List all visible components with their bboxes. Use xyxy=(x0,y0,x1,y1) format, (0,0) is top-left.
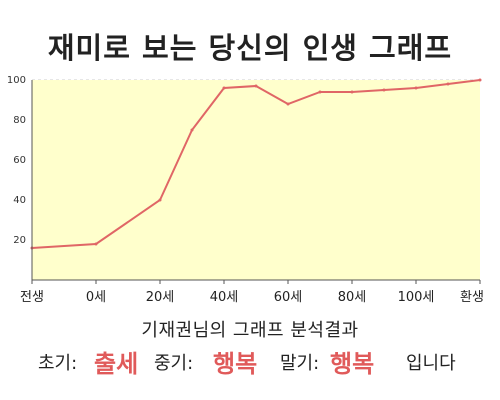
result-line: 초기: 출세 중기: 행복 말기: 행복 입니다 xyxy=(0,347,500,381)
x-tick-label: 40세 xyxy=(210,290,239,305)
late-label: 말기: xyxy=(280,353,320,374)
x-tick-label: 60세 xyxy=(274,290,303,305)
y-tick-label: 20 xyxy=(13,235,26,246)
data-point xyxy=(190,128,194,132)
x-tick-label: 환생 xyxy=(460,290,484,305)
result-ending: 입니다 xyxy=(406,353,456,374)
late-value: 행복 xyxy=(330,350,375,378)
data-point xyxy=(414,86,418,90)
data-point xyxy=(94,242,98,246)
x-tick-label: 0세 xyxy=(86,290,106,305)
area-fill xyxy=(32,80,480,280)
data-point xyxy=(350,90,354,94)
x-tick-labels: 전생 0세 20세 40세 60세 80세 100세 환생 xyxy=(20,290,484,305)
area-layer xyxy=(30,78,482,280)
data-point xyxy=(446,82,450,86)
early-label: 초기: xyxy=(38,353,78,374)
data-point xyxy=(478,78,482,82)
data-point xyxy=(254,84,258,88)
early-value: 출세 xyxy=(94,350,139,378)
mid-value: 행복 xyxy=(213,350,258,378)
data-point xyxy=(382,88,386,92)
data-point xyxy=(286,102,290,106)
y-tick-labels: 20 40 60 80 100 xyxy=(7,75,26,246)
data-point xyxy=(222,86,226,90)
axes xyxy=(31,80,481,284)
y-tick-label: 40 xyxy=(13,195,26,206)
analysis-subtitle: 기재권님의 그래프 분석결과 xyxy=(141,320,359,341)
data-point xyxy=(158,198,162,202)
page-title: 재미로 보는 당신의 인생 그래프 xyxy=(47,31,453,65)
x-tick-label: 전생 xyxy=(20,290,44,305)
x-tick-label: 80세 xyxy=(338,290,367,305)
y-tick-label: 100 xyxy=(7,75,26,86)
x-tick-label: 20세 xyxy=(146,290,175,305)
y-tick-label: 80 xyxy=(13,115,26,126)
x-tick-label: 100세 xyxy=(398,290,435,305)
y-tick-label: 60 xyxy=(13,155,26,166)
mid-label: 중기: xyxy=(154,353,194,374)
data-point xyxy=(318,90,322,94)
